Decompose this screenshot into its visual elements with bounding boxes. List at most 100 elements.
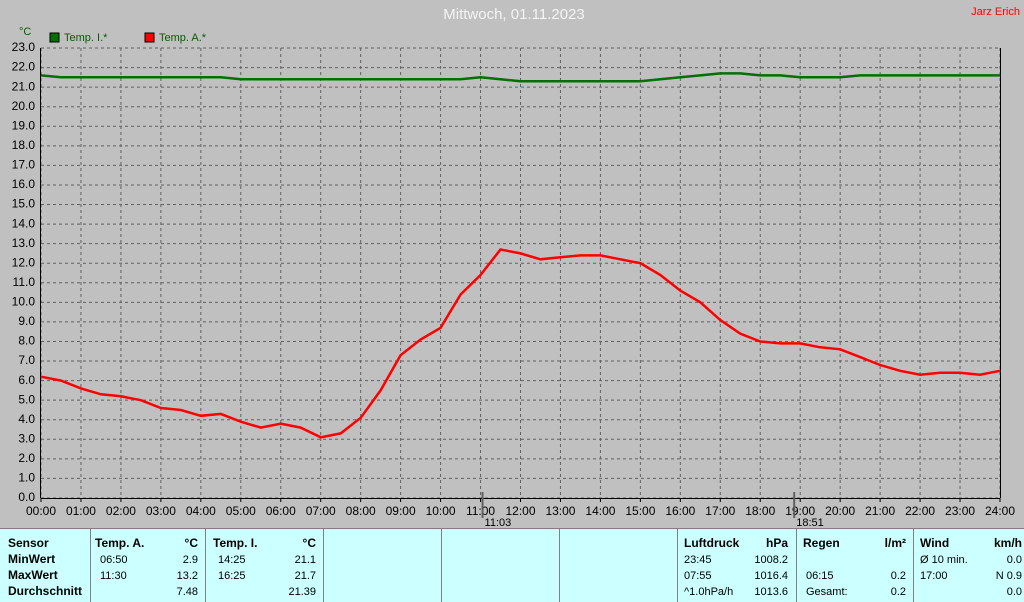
table-cell: 13.2 xyxy=(177,570,198,582)
table-header: Luftdruck xyxy=(684,536,740,550)
y-tick-label: 10.0 xyxy=(12,295,36,309)
table-cell: 07:55 xyxy=(684,570,712,582)
series-line xyxy=(40,248,1001,439)
x-tick-label: 02:00 xyxy=(106,504,136,518)
y-tick-label: 3.0 xyxy=(18,431,35,445)
x-tick-label: 05:00 xyxy=(226,504,256,518)
table-header: Wind xyxy=(920,536,949,550)
x-tick-label: 15:00 xyxy=(625,504,655,518)
table-cell: Gesamt: xyxy=(806,586,848,598)
x-tick-label: 11:00 xyxy=(466,504,495,518)
table-cell: ^1.0hPa/h xyxy=(684,586,733,598)
y-tick-label: 12.0 xyxy=(12,255,36,269)
table-cell: 7.48 xyxy=(177,586,198,598)
table-header: Regen xyxy=(803,536,840,550)
x-tick-label: 21:00 xyxy=(865,504,895,518)
table-cell: 14:25 xyxy=(218,554,246,566)
y-tick-label: 16.0 xyxy=(12,177,36,191)
table-cell: 2.9 xyxy=(183,554,198,566)
x-tick-label: 00:00 xyxy=(26,504,56,518)
x-tick-label: 20:00 xyxy=(825,504,855,518)
table-cell: 0.0 xyxy=(1007,586,1022,598)
y-tick-label: 23.0 xyxy=(12,40,36,54)
table-cell: N 0.9 xyxy=(996,570,1022,582)
table-header: l/m² xyxy=(885,536,906,550)
chart-bg xyxy=(0,0,1024,528)
y-tick-label: 14.0 xyxy=(12,216,36,230)
table-cell: 21.39 xyxy=(288,586,316,598)
y-tick-label: 15.0 xyxy=(12,197,36,211)
x-tick-label: 24:00 xyxy=(985,504,1015,518)
x-tick-label: 13:00 xyxy=(545,504,575,518)
table-cell: 23:45 xyxy=(684,554,712,566)
y-tick-label: 9.0 xyxy=(18,314,35,328)
y-tick-label: 13.0 xyxy=(12,236,36,250)
y-tick-label: 19.0 xyxy=(12,118,36,132)
table-header: °C xyxy=(185,536,199,550)
table-cell: 1013.6 xyxy=(754,586,788,598)
x-tick-label: 16:00 xyxy=(665,504,695,518)
series-line xyxy=(40,72,1000,83)
table-cell: MaxWert xyxy=(8,568,58,582)
x-tick-label: 10:00 xyxy=(426,504,456,518)
table-cell: 1008.2 xyxy=(754,554,788,566)
table-cell: MinWert xyxy=(8,552,55,566)
table-cell: 06:50 xyxy=(100,554,128,566)
x-tick-label: 23:00 xyxy=(945,504,975,518)
legend-swatch xyxy=(49,32,60,43)
x-tick-label: 04:00 xyxy=(186,504,216,518)
table-header: Temp. A. xyxy=(95,536,144,550)
x-tick-label: 06:00 xyxy=(266,504,296,518)
x-tick-label: 22:00 xyxy=(905,504,935,518)
y-tick-label: 8.0 xyxy=(18,334,35,348)
table-cell: 0.2 xyxy=(891,586,906,598)
y-tick-label: 20.0 xyxy=(12,99,36,113)
y-tick-label: 4.0 xyxy=(18,412,35,426)
y-tick-label: 2.0 xyxy=(18,451,35,465)
chart-title: Mittwoch, 01.11.2023 xyxy=(443,6,584,23)
table-cell: 1016.4 xyxy=(754,570,788,582)
y-tick-label: 1.0 xyxy=(18,471,35,485)
x-tick-label: 07:00 xyxy=(306,504,336,518)
table-cell: 17:00 xyxy=(920,570,948,582)
y-tick-label: 17.0 xyxy=(12,158,36,172)
x-tick-label: 17:00 xyxy=(705,504,735,518)
table-header: km/h xyxy=(994,536,1022,550)
sun-marker-label: 11:03 xyxy=(485,517,512,529)
y-tick-label: 18.0 xyxy=(12,138,36,152)
y-tick-label: 0.0 xyxy=(18,490,35,504)
sun-marker-label: 18:51 xyxy=(796,517,824,529)
table-cell: 0.2 xyxy=(891,570,906,582)
table-cell: 21.7 xyxy=(295,570,316,582)
legend-swatch xyxy=(144,32,155,43)
x-tick-label: 18:00 xyxy=(745,504,775,518)
author: Jarz Erich xyxy=(971,6,1020,18)
table-cell: 11:30 xyxy=(100,570,127,582)
table-header: hPa xyxy=(766,536,788,550)
x-tick-label: 14:00 xyxy=(585,504,615,518)
table-cell: 21.1 xyxy=(295,554,316,566)
table-header: Sensor xyxy=(8,536,49,550)
legend-label: Temp. I.* xyxy=(64,32,108,44)
x-tick-label: 19:00 xyxy=(785,504,815,518)
table-cell: 0.0 xyxy=(1007,554,1022,566)
y-tick-label: 21.0 xyxy=(12,79,36,93)
table-header: °C xyxy=(303,536,317,550)
y-tick-label: 5.0 xyxy=(18,392,35,406)
x-tick-label: 08:00 xyxy=(346,504,376,518)
y-tick-label: 6.0 xyxy=(18,373,35,387)
table-cell: Durchschnitt xyxy=(8,584,82,598)
x-tick-label: 12:00 xyxy=(505,504,535,518)
table-cell: 06:15 xyxy=(806,570,834,582)
table-cell: 16:25 xyxy=(218,570,246,582)
table-bg xyxy=(0,528,1024,602)
x-tick-label: 03:00 xyxy=(146,504,176,518)
legend-label: Temp. A.* xyxy=(159,32,207,44)
x-tick-label: 01:00 xyxy=(66,504,96,518)
y-tick-label: 7.0 xyxy=(18,353,35,367)
y-tick-label: 11.0 xyxy=(13,275,36,289)
table-cell: Ø 10 min. xyxy=(920,554,968,566)
y-unit: °C xyxy=(19,26,31,38)
y-tick-label: 22.0 xyxy=(12,60,36,74)
